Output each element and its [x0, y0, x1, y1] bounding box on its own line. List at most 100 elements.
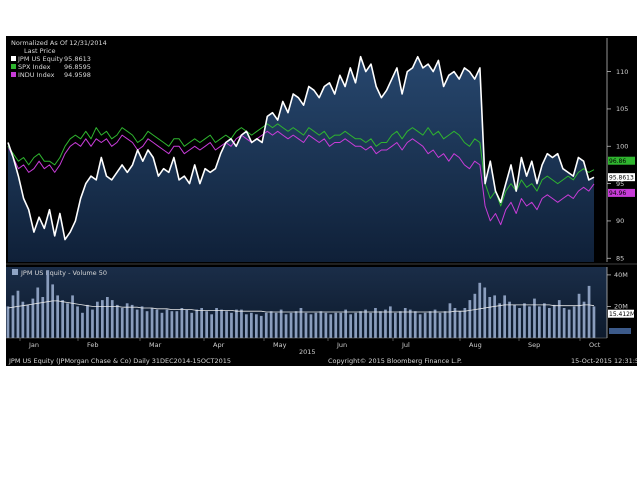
- volume-bar: [274, 312, 278, 338]
- price-panel: 85 90 95 100 105 110 96.86 94.96 95.8613: [7, 38, 635, 263]
- volume-bar: [240, 309, 243, 338]
- price-y-tick-label: 110: [616, 68, 628, 76]
- volume-bar: [205, 311, 209, 338]
- volume-bar: [399, 311, 402, 338]
- x-axis-ticks: Jan Feb Mar Apr May Jun Jul Aug Sep Oct: [19, 338, 601, 349]
- volume-bar: [389, 306, 392, 338]
- x-tick-label: Feb: [87, 341, 99, 349]
- volume-last-tag: 15.412M: [608, 309, 635, 318]
- volume-bar: [518, 308, 521, 338]
- volume-bar: [81, 312, 84, 338]
- volume-bar: [349, 314, 353, 338]
- volume-bar: [294, 311, 298, 338]
- volume-bar: [235, 309, 238, 338]
- volume-bar: [339, 312, 343, 338]
- indu-last-tag: 94.96: [608, 188, 635, 197]
- volume-bar: [329, 314, 333, 338]
- footer-security-info: JPM US Equity (JPMorgan Chase & Co) Dail…: [8, 357, 231, 365]
- volume-bar: [200, 308, 204, 338]
- price-y-tick-label: 95: [616, 180, 624, 188]
- volume-bar: [130, 304, 134, 338]
- x-tick-label: Jul: [401, 341, 410, 349]
- volume-bar: [230, 312, 233, 338]
- x-tick-label: Jun: [336, 341, 347, 349]
- volume-bar: [56, 295, 60, 338]
- volume-bar: [16, 290, 20, 338]
- volume-bar: [403, 308, 407, 338]
- footer-copyright: Copyright© 2015 Bloomberg Finance L.P.: [328, 357, 462, 365]
- x-tick-label: Apr: [213, 341, 225, 349]
- volume-legend-label: JPM US Equity - Volume 50: [20, 269, 107, 277]
- legend-series-value: 96.8595: [64, 63, 91, 71]
- volume-bar: [259, 315, 263, 338]
- volume-bar: [220, 309, 223, 338]
- volume-bar: [115, 304, 119, 338]
- volume-bar: [458, 311, 462, 338]
- volume-bar: [557, 300, 561, 338]
- x-axis: Jan Feb Mar Apr May Jun Jul Aug Sep Oct 2015: [6, 337, 607, 356]
- volume-bar: [190, 312, 194, 338]
- volume-bar: [110, 300, 114, 338]
- volume-bar: [160, 312, 164, 338]
- volume-bar: [587, 285, 591, 338]
- volume-bar: [572, 306, 576, 338]
- last-value-tags: 96.86 94.96 95.8613: [608, 156, 635, 197]
- volume-bar: [577, 293, 581, 338]
- volume-bar: [473, 293, 477, 338]
- volume-bar: [413, 311, 417, 338]
- volume-bar: [215, 308, 218, 338]
- price-y-tick-label: 105: [616, 105, 628, 113]
- volume-bar: [508, 301, 511, 338]
- volume-bar: [304, 312, 308, 338]
- volume-bar: [364, 309, 367, 338]
- volume-bar: [76, 306, 79, 338]
- volume-bar: [379, 311, 382, 338]
- chart-canvas: 85 90 95 100 105 110 96.86 94.96 95.8613 Normal…: [6, 38, 637, 365]
- legend-series-name: SPX Index: [18, 63, 51, 71]
- volume-bar: [314, 312, 318, 338]
- x-tick-label: Oct: [589, 341, 601, 349]
- x-tick-label: Sep: [528, 341, 540, 349]
- volume-bar: [145, 311, 149, 338]
- volume-bar: [513, 304, 516, 338]
- legend-series-value: 94.9598: [64, 71, 91, 79]
- volume-bar: [428, 311, 432, 338]
- price-y-tick-label: 90: [616, 217, 624, 225]
- volume-bar: [552, 304, 556, 338]
- volume-bar: [538, 306, 541, 338]
- volume-bar: [66, 303, 69, 338]
- volume-bar: [319, 311, 323, 338]
- volume-bar: [180, 308, 184, 338]
- volume-bar: [46, 270, 50, 338]
- x-tick-label: Jan: [28, 341, 39, 349]
- volume-bar: [374, 308, 377, 338]
- volume-bar: [210, 314, 214, 338]
- legend-entry: INDU Index 94.9598: [11, 71, 91, 79]
- x-tick-label: May: [273, 341, 287, 349]
- volume-bar: [6, 306, 10, 338]
- volume-bar: [86, 304, 89, 338]
- volume-bar: [125, 303, 129, 338]
- volume-bar: [269, 311, 273, 338]
- volume-bar: [408, 309, 412, 338]
- volume-bar: [488, 297, 492, 338]
- x-axis-year: 2015: [299, 348, 316, 356]
- volume-bar: [582, 301, 586, 338]
- volume-bar: [299, 308, 303, 338]
- footer: JPM US Equity (JPMorgan Chase & Co) Dail…: [8, 357, 637, 365]
- volume-bar: [91, 309, 94, 338]
- volume-bar: [140, 306, 144, 338]
- jpm-last-tag-bg: [608, 173, 635, 182]
- volume-y-axis: 20M 40M: [607, 271, 628, 311]
- footer-timestamp: 15-Oct-2015 12:31:53: [571, 357, 637, 365]
- volume-bar: [443, 311, 447, 338]
- volume-bar: [51, 284, 55, 338]
- jpm-last-tag: 95.8613: [608, 173, 635, 181]
- volume-bar: [279, 309, 283, 338]
- volume-bar: [245, 314, 248, 338]
- volume-bar: [567, 309, 571, 338]
- volume-bar: [120, 308, 124, 338]
- volume-bar: [468, 300, 472, 338]
- volume-bar: [334, 312, 338, 338]
- volume-bar: [175, 311, 179, 338]
